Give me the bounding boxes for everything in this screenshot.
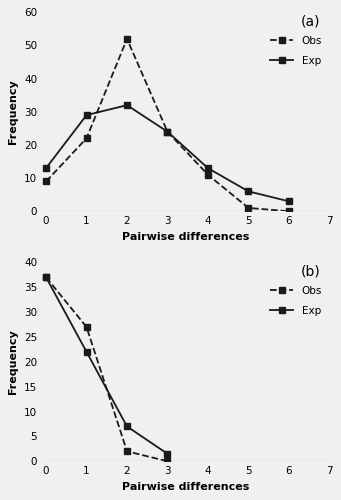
Obs xyxy=(246,205,250,211)
Obs xyxy=(85,324,89,330)
Obs xyxy=(125,36,129,42)
X-axis label: Pairwise differences: Pairwise differences xyxy=(122,482,249,492)
Line: Exp: Exp xyxy=(43,274,170,456)
Line: Obs: Obs xyxy=(43,36,292,214)
Exp xyxy=(85,349,89,355)
Exp xyxy=(206,165,210,171)
Exp xyxy=(287,198,291,204)
Obs xyxy=(44,178,48,184)
Y-axis label: Frequency: Frequency xyxy=(9,80,18,144)
Y-axis label: Frequency: Frequency xyxy=(8,330,18,394)
Line: Exp: Exp xyxy=(43,102,292,204)
Exp xyxy=(44,274,48,280)
Exp xyxy=(125,424,129,430)
Obs xyxy=(44,274,48,280)
Exp xyxy=(85,112,89,118)
Exp xyxy=(125,102,129,108)
Obs xyxy=(85,136,89,141)
Text: (a): (a) xyxy=(301,14,321,28)
X-axis label: Pairwise differences: Pairwise differences xyxy=(122,232,249,241)
Exp xyxy=(165,128,169,134)
Text: (b): (b) xyxy=(301,264,321,278)
Exp xyxy=(246,188,250,194)
Obs xyxy=(165,458,169,464)
Line: Obs: Obs xyxy=(43,274,170,464)
Obs xyxy=(206,172,210,178)
Exp xyxy=(165,451,169,457)
Legend: Obs, Exp: Obs, Exp xyxy=(268,34,324,68)
Legend: Obs, Exp: Obs, Exp xyxy=(268,284,324,318)
Obs xyxy=(125,448,129,454)
Obs xyxy=(287,208,291,214)
Exp xyxy=(44,165,48,171)
Obs xyxy=(165,128,169,134)
